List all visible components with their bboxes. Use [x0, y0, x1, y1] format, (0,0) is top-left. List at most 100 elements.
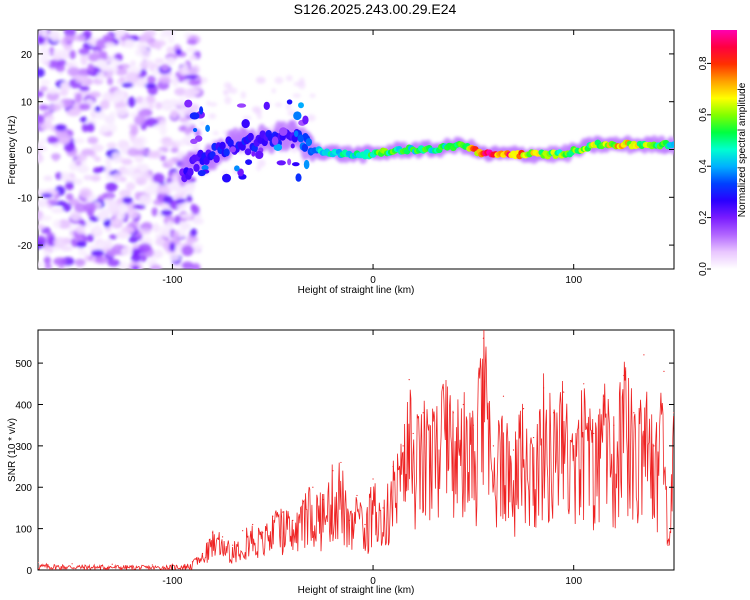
colorbar: 0.0 0.2 0.4 0.6 0.8 Normalized spectral ampl… [698, 30, 748, 276]
spectrogram-band-cell [273, 143, 283, 151]
spectrogram-noise-cell [167, 35, 175, 44]
spectrogram-noise-cell [180, 222, 191, 230]
spectrogram-noise-cell [83, 202, 97, 214]
spectrogram-noise-cell [91, 174, 101, 182]
spectrogram-noise-cell [122, 196, 133, 205]
spectrogram-noise-cell [118, 261, 128, 269]
spectrogram-noise-cell [57, 219, 71, 229]
spectrogram-noise-cell [111, 151, 121, 162]
spectrogram-noise-cell [154, 58, 165, 64]
snr-data-point [356, 494, 358, 497]
snr-data-point [482, 337, 485, 339]
spectrogram-band-cell [190, 138, 198, 145]
spectrogram-noise-cell [155, 101, 162, 110]
spectrogram-band-cell [298, 102, 304, 109]
spectrogram-band-cell [223, 148, 230, 157]
spectrogram-noise-cell [38, 35, 46, 45]
spectrogram-noise-cell [43, 175, 53, 182]
spectrogram-noise-cell [106, 142, 117, 149]
spectrogram-noise-cell [60, 245, 73, 252]
snr-data-point [563, 391, 565, 393]
spectrogram-band-cell [290, 143, 295, 149]
spectrogram-noise-cell [118, 76, 126, 83]
spectrogram-ytick-label: -20 [18, 241, 33, 252]
spectrogram-noise-cell [79, 116, 88, 123]
spectrogram-noise-cell [131, 265, 140, 269]
spectrogram-noise-cell [38, 90, 44, 98]
snr-data-point [252, 523, 254, 526]
snr-data-point [442, 387, 444, 389]
spectrogram-noise-cell [40, 30, 48, 38]
spectrogram-noise-cell [38, 114, 45, 125]
snr-data-point [502, 395, 505, 397]
spectrogram-noise-cell [172, 231, 180, 239]
spectrogram-noise-cell [67, 66, 81, 77]
spectrogram-xlabel: Height of straight line (km) [298, 285, 415, 296]
snr-ytick-label: 400 [15, 400, 32, 411]
spectrogram-noise-cell [256, 165, 262, 171]
spectrogram-noise-cell [181, 245, 194, 257]
spectrogram-noise-cell [189, 54, 198, 61]
spectrogram-noise-cell [212, 131, 219, 136]
snr-data-point [667, 544, 669, 546]
snr-data-point [603, 395, 605, 397]
spectrogram-noise-cell [134, 114, 146, 126]
spectrogram-noise-cell [154, 238, 166, 246]
spectrogram-band-cell [213, 154, 220, 163]
spectrogram-noise-cell [223, 90, 229, 97]
spectrogram-noise-cell [185, 74, 199, 80]
snr-ytick-label: 200 [15, 483, 32, 494]
spectrogram-noise-cell [199, 121, 206, 126]
spectrogram-band-cell [234, 165, 240, 172]
spectrogram-noise-cell [292, 93, 301, 98]
spectrogram-noise-cell [169, 242, 176, 252]
spectrogram-noise-cell [148, 103, 155, 110]
spectrogram-noise-cell [154, 233, 163, 240]
spectrogram-noise-cell [171, 172, 180, 184]
spectrogram-band-cell [297, 134, 305, 143]
spectrogram-noise-cell [125, 182, 136, 191]
spectrogram-noise-cell [38, 261, 43, 269]
spectrogram-noise-cell [55, 172, 63, 180]
spectrogram-band-cell [276, 160, 286, 166]
snr-data-point [412, 432, 414, 435]
spectrogram-noise-cell [99, 124, 110, 133]
spectrogram-noise-cell [285, 102, 292, 111]
snr-data-point [262, 532, 264, 534]
snr-data-point [408, 379, 410, 381]
spectrogram-noise-cell [274, 102, 283, 108]
snr-data-point [191, 561, 194, 563]
spectrogram-noise-cell [140, 33, 152, 40]
spectrogram-noise-cell [43, 249, 51, 257]
snr-data-point [402, 445, 404, 447]
spectrogram-noise-cell [49, 103, 61, 112]
spectrogram-noise-cell [95, 113, 108, 120]
spectrogram-band-cell [241, 118, 250, 129]
spectrogram-band-cell [305, 138, 313, 147]
spectrogram-band-cell [237, 168, 244, 177]
spectrogram-noise-cell [105, 174, 115, 181]
spectrogram-noise-cell [78, 249, 88, 257]
spectrogram-noise-cell [108, 234, 118, 240]
spectrogram-noise-cell [129, 60, 136, 67]
spectrogram-noise-cell [190, 228, 198, 237]
snr-data-point [653, 445, 655, 447]
spectrogram-noise-cell [43, 256, 51, 265]
spectrogram-band-cell [302, 132, 309, 139]
colorbar-tick-label: 0.6 [698, 107, 709, 121]
snr-ytick-label: 0 [26, 566, 32, 577]
spectrogram-noise-cell [105, 157, 112, 166]
spectrogram-band-cell [263, 101, 270, 110]
spectrogram-noise-cell [73, 137, 85, 144]
snr-data-point [532, 436, 535, 439]
spectrogram-noise-cell [139, 60, 150, 70]
snr-data-point [221, 536, 224, 538]
spectrogram-noise-cell [52, 219, 61, 229]
spectrogram-noise-cell [156, 184, 171, 194]
spectrogram-band-cell [293, 130, 299, 137]
spectrogram-noise-cell [94, 256, 109, 264]
spectrogram-noise-cell [63, 30, 76, 37]
figure-title: S126.2025.243.00.29.E24 [294, 1, 457, 17]
snr-data-point [340, 461, 342, 464]
